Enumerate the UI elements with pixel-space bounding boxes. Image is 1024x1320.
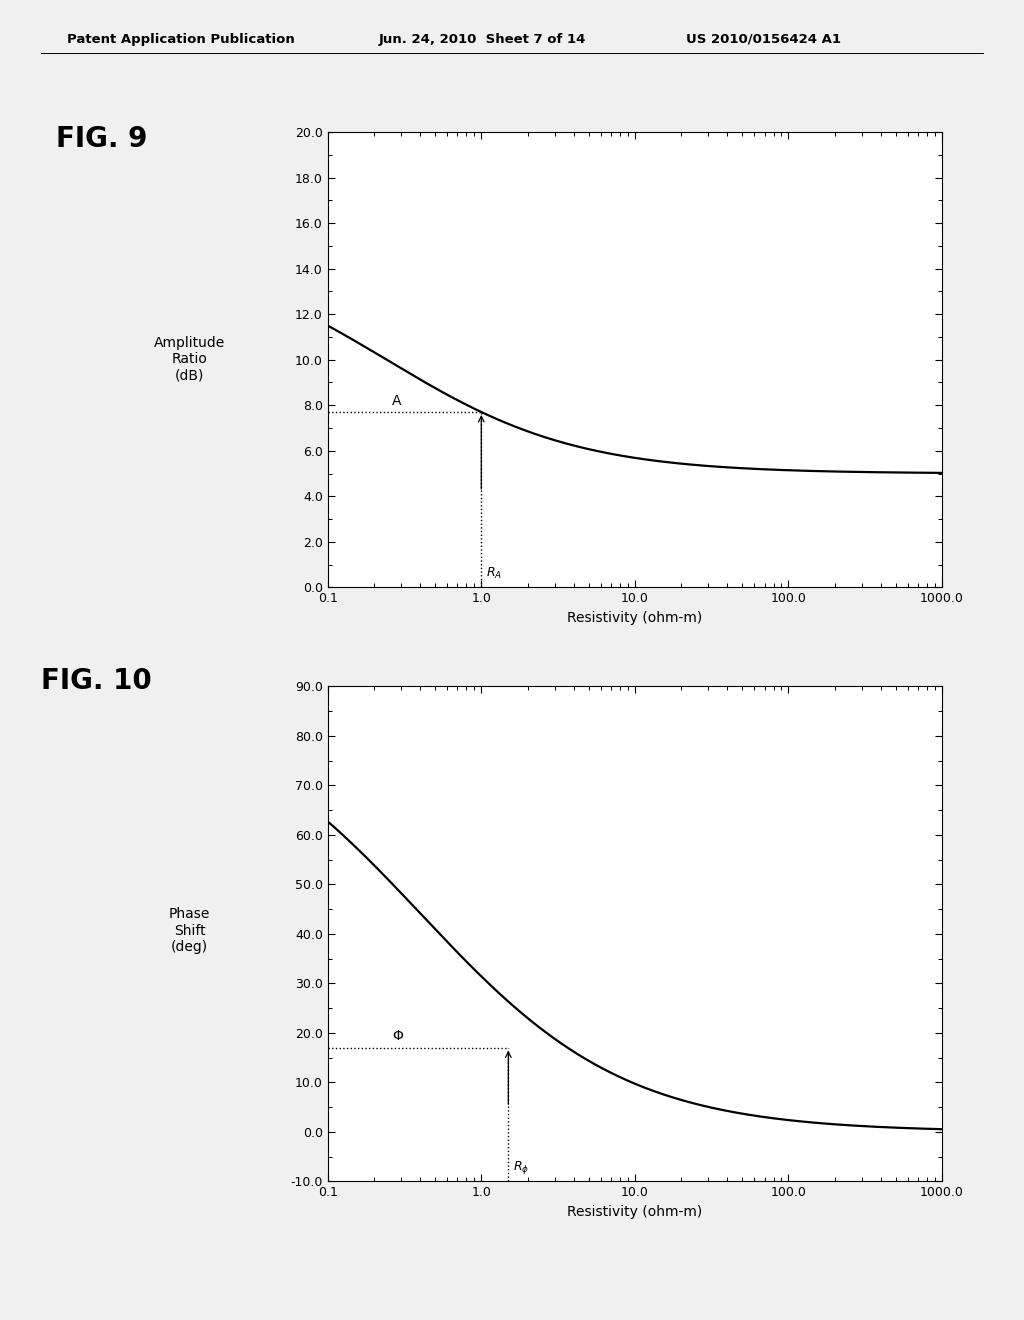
Text: $\Phi$: $\Phi$ <box>392 1028 404 1043</box>
X-axis label: Resistivity (ohm-m): Resistivity (ohm-m) <box>567 611 702 624</box>
Text: Patent Application Publication: Patent Application Publication <box>67 33 294 46</box>
Text: FIG. 10: FIG. 10 <box>41 667 152 694</box>
Text: US 2010/0156424 A1: US 2010/0156424 A1 <box>686 33 841 46</box>
X-axis label: Resistivity (ohm-m): Resistivity (ohm-m) <box>567 1205 702 1218</box>
Text: Jun. 24, 2010  Sheet 7 of 14: Jun. 24, 2010 Sheet 7 of 14 <box>379 33 587 46</box>
Text: Amplitude
Ratio
(dB): Amplitude Ratio (dB) <box>154 335 225 383</box>
Text: Phase
Shift
(deg): Phase Shift (deg) <box>169 907 210 954</box>
Text: A: A <box>392 393 401 408</box>
Text: $R_A$: $R_A$ <box>486 565 503 581</box>
Text: FIG. 9: FIG. 9 <box>56 125 147 153</box>
Text: $R_\phi$: $R_\phi$ <box>513 1159 529 1176</box>
